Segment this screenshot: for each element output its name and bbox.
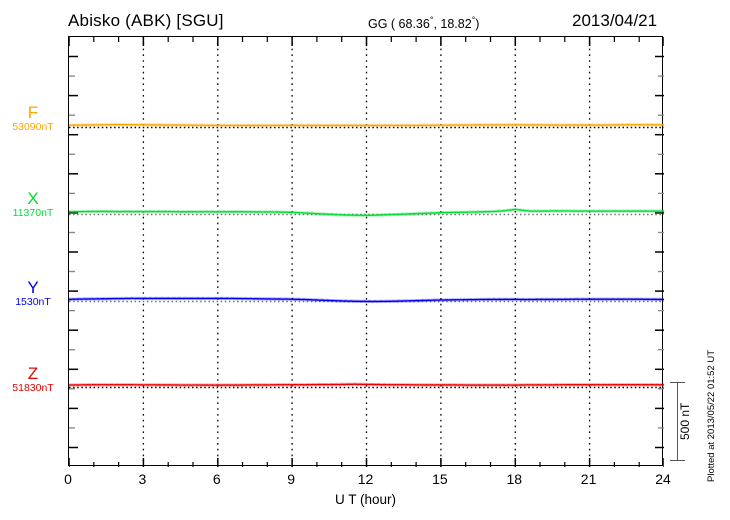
x-axis-tick-labels: 0 3 6 9 12 15 18 21 24 bbox=[64, 471, 671, 489]
geographic-coordinates: GG ( 68.36°, 18.82°) bbox=[368, 15, 479, 31]
page-title: Abisko (ABK) [SGU] bbox=[68, 11, 224, 30]
x-tick-label: 21 bbox=[580, 471, 597, 487]
component-baseline-y: 1530nT bbox=[15, 295, 51, 308]
scale-bar-bottom-cap bbox=[670, 459, 685, 461]
degree-symbol-lon: ° bbox=[471, 15, 476, 25]
component-name-z: Z bbox=[27, 364, 39, 383]
trace-z bbox=[69, 383, 664, 386]
magnetogram-plot-area bbox=[68, 36, 664, 467]
component-label-x: X 11370nT bbox=[2, 190, 64, 219]
component-label-z: Z 51830nT bbox=[2, 365, 64, 394]
x-tick-label: 15 bbox=[432, 471, 448, 487]
component-name-f: F bbox=[27, 103, 39, 122]
component-baseline-x: 11370nT bbox=[12, 206, 54, 219]
component-baseline-z: 51830nT bbox=[12, 381, 54, 394]
x-tick-label: 6 bbox=[212, 471, 221, 487]
x-tick-label: 24 bbox=[655, 471, 671, 487]
scale-bar-label: 500 nT bbox=[678, 402, 692, 441]
component-name-y: Y bbox=[27, 278, 39, 297]
component-baseline-f: 53090nT bbox=[12, 120, 54, 133]
plotted-at-timestamp: Plotted at 2013/05/22 01:52 UT bbox=[706, 349, 717, 482]
x-tick-label: 18 bbox=[506, 471, 523, 487]
trace-f bbox=[69, 123, 664, 127]
x-tick-label: 9 bbox=[287, 471, 295, 487]
x-tick-label: 0 bbox=[64, 471, 72, 487]
component-name-x: X bbox=[27, 189, 39, 208]
trace-y bbox=[69, 297, 664, 303]
x-tick-label: 12 bbox=[357, 471, 374, 487]
component-label-f: F 53090nT bbox=[2, 104, 64, 133]
degree-symbol-lat: ° bbox=[429, 15, 434, 25]
component-label-y: Y 1530nT bbox=[2, 279, 64, 308]
x-axis-title: U T (hour) bbox=[334, 492, 397, 507]
amplitude-scale-bar bbox=[670, 382, 686, 461]
coords-lon-part: , 18.82 bbox=[433, 17, 472, 32]
trace-x bbox=[69, 208, 664, 217]
coords-close-paren: ) bbox=[475, 17, 480, 32]
plot-canvas bbox=[69, 37, 664, 467]
scale-bar-line bbox=[677, 382, 679, 461]
coords-lat-part: GG ( 68.36 bbox=[368, 17, 430, 32]
x-tick-label: 3 bbox=[138, 471, 147, 487]
observation-date: 2013/04/21 bbox=[572, 11, 658, 30]
